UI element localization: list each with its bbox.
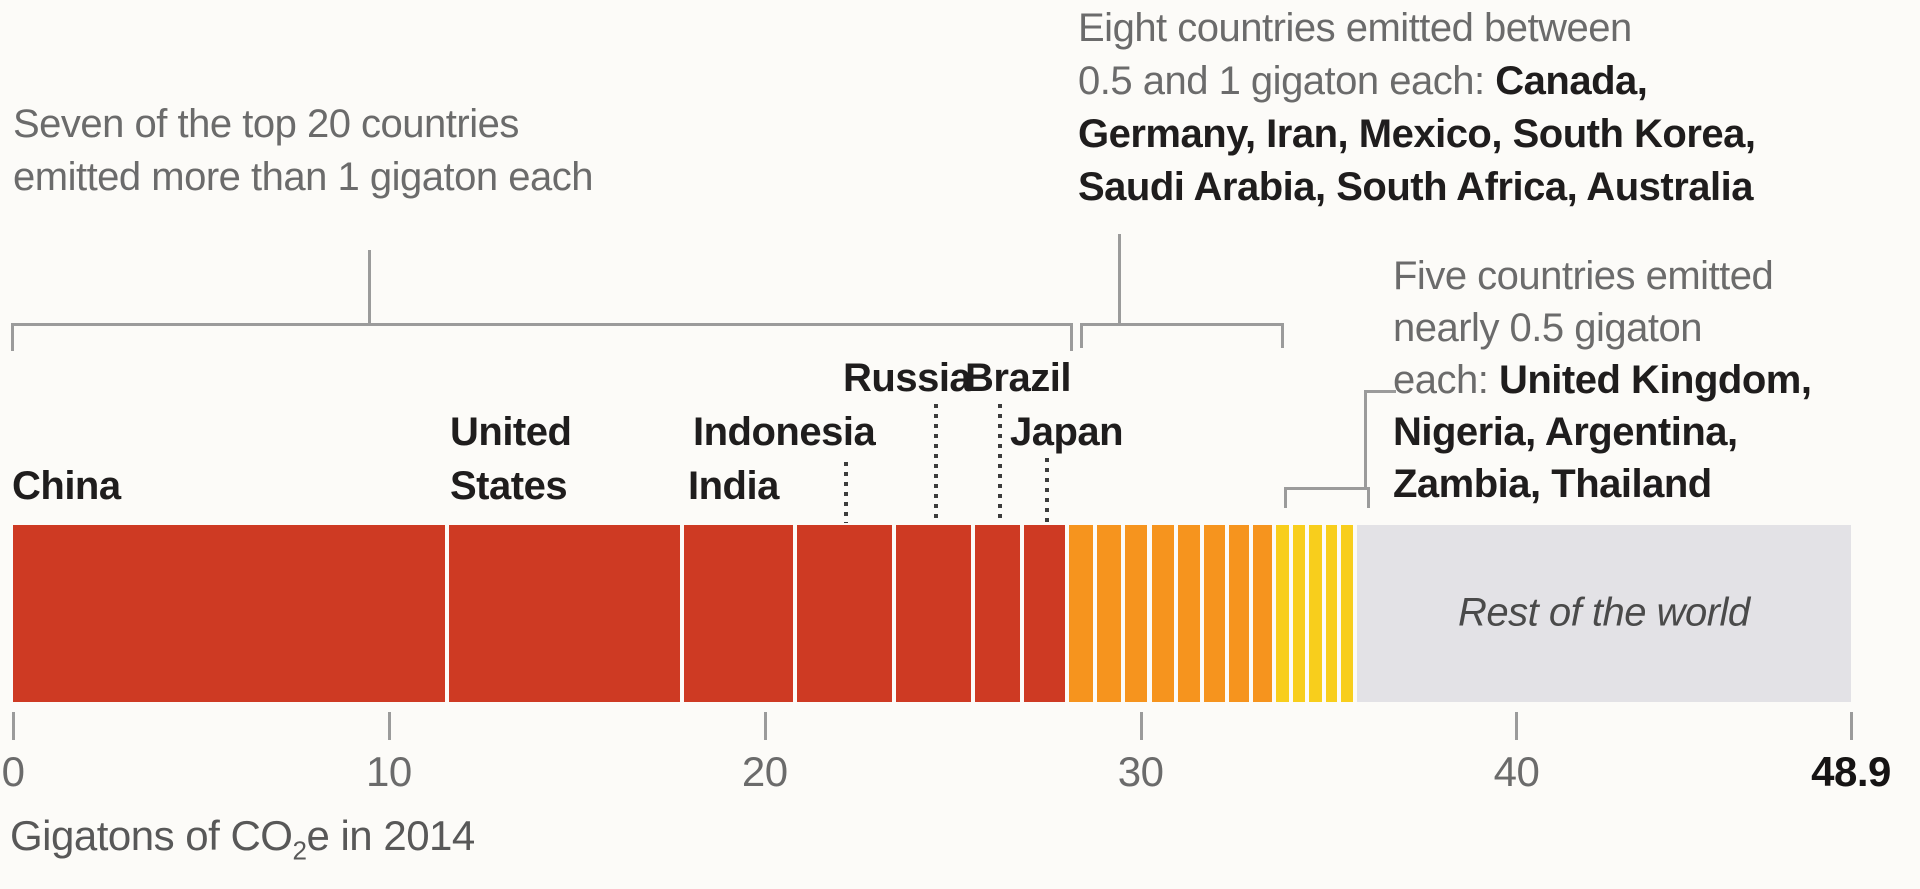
rest-of-world-label: Rest of the world xyxy=(1458,590,1750,635)
bar-segment-india xyxy=(683,525,793,702)
red-group-bracket xyxy=(11,323,1073,351)
axis-tick-40 xyxy=(1515,712,1519,740)
orange-group-bracket xyxy=(1080,323,1284,348)
red-note-stem-line xyxy=(368,250,371,325)
bar-label-japan: Japan xyxy=(1010,410,1124,454)
annotation-red-line1: Seven of the top 20 countries xyxy=(13,102,519,146)
bar-segment-united-kingdom xyxy=(1275,525,1289,702)
bar-segment-south-africa xyxy=(1228,525,1249,702)
bar-segment-canada xyxy=(1069,525,1094,702)
bar-label-united: United xyxy=(450,410,572,454)
annotation-yellow-line3: each: United Kingdom, xyxy=(1393,358,1812,402)
axis-tick-48.9 xyxy=(1850,712,1853,740)
bar-label-russia: Russia xyxy=(843,356,972,400)
bar-segment-argentina xyxy=(1309,525,1322,702)
annotation-red-group: Seven of the top 20 countries emitted mo… xyxy=(13,98,593,204)
bar-segment-thailand xyxy=(1341,525,1353,702)
bar-segment-south-korea xyxy=(1177,525,1200,702)
axis-tick-30 xyxy=(1139,712,1143,740)
bar-segment-australia xyxy=(1252,525,1272,702)
bar-segment-japan xyxy=(1024,525,1066,702)
bar-segment-germany xyxy=(1097,525,1121,702)
annotation-orange-group: Eight countries emitted between 0.5 and … xyxy=(1078,2,1756,214)
bar-label-states: States xyxy=(450,464,568,508)
dotted-pointer-brazil xyxy=(997,404,1002,523)
axis-caption: Gigatons of CO2e in 2014 xyxy=(10,812,475,866)
annotation-orange-line2: 0.5 and 1 gigaton each: Canada, xyxy=(1078,59,1648,103)
axis-tick-label-0: 0 xyxy=(1,748,25,795)
bar-segment-zambia xyxy=(1325,525,1338,702)
bar-segment-china xyxy=(13,525,445,702)
annotation-orange-line3: Germany, Iran, Mexico, South Korea, xyxy=(1078,112,1756,156)
bar-segment-nigeria xyxy=(1292,525,1306,702)
axis-tick-label-40: 40 xyxy=(1493,748,1540,795)
dotted-pointer-indonesia xyxy=(844,462,849,523)
bar-segment-indonesia xyxy=(796,525,893,702)
bar-segment-mexico xyxy=(1151,525,1174,702)
stacked-emissions-bar xyxy=(0,525,1920,702)
bar-label-indonesia: Indonesia xyxy=(693,410,876,454)
annotation-yellow-line2: nearly 0.5 gigaton xyxy=(1393,306,1703,350)
bar-segment-iran xyxy=(1124,525,1148,702)
bar-segment-russia xyxy=(896,525,972,702)
annotation-orange-line4: Saudi Arabia, South Africa, Australia xyxy=(1078,165,1753,209)
axis-tick-label-20: 20 xyxy=(741,748,788,795)
yellow-note-riser-line xyxy=(1364,390,1367,490)
dotted-pointer-russia xyxy=(933,404,938,523)
bar-segment-brazil xyxy=(975,525,1021,702)
axis-tick-20 xyxy=(763,712,767,740)
bar-label-china: China xyxy=(12,464,121,508)
axis-tick-label-10: 10 xyxy=(366,748,412,795)
yellow-group-bracket xyxy=(1284,487,1370,508)
bar-segment-rest-of-the-world xyxy=(1356,525,1851,702)
dotted-pointer-japan xyxy=(1044,458,1049,523)
axis-tick-label-48.9: 48.9 xyxy=(1811,748,1891,795)
annotation-yellow-line5: Zambia, Thailand xyxy=(1393,462,1712,506)
bar-segment-united-states xyxy=(449,525,680,702)
axis-tick-label-30: 30 xyxy=(1117,748,1164,795)
annotation-yellow-line4: Nigeria, Argentina, xyxy=(1393,410,1738,454)
annotation-yellow-line1: Five countries emitted xyxy=(1393,254,1774,298)
yellow-note-connector-line xyxy=(1364,390,1396,393)
axis-tick-10 xyxy=(387,712,391,740)
bar-segment-saudi-arabia xyxy=(1203,525,1225,702)
bar-label-brazil: Brazil xyxy=(965,356,1071,400)
orange-note-stem-line xyxy=(1118,234,1121,325)
annotation-yellow-group: Five countries emitted nearly 0.5 gigato… xyxy=(1393,250,1812,510)
annotation-orange-line1: Eight countries emitted between xyxy=(1078,6,1632,50)
axis-tick-0 xyxy=(12,712,15,740)
bar-label-india: India xyxy=(688,464,779,508)
annotation-red-line2: emitted more than 1 gigaton each xyxy=(13,155,593,199)
